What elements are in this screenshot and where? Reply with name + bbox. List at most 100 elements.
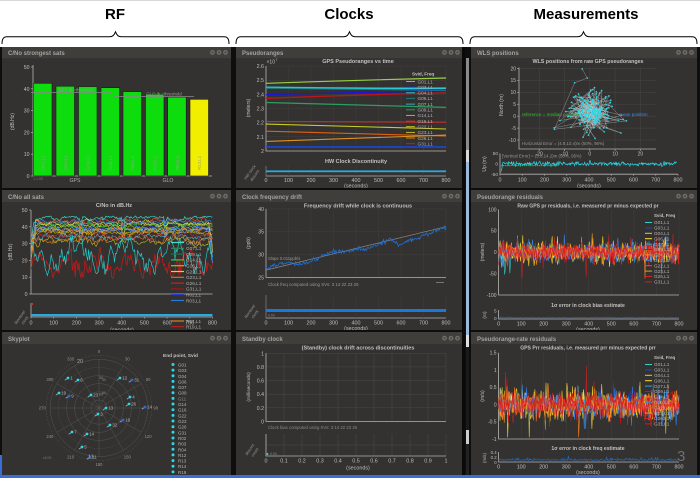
svg-text:10: 10 [510, 90, 516, 96]
svg-text:0: 0 [513, 114, 516, 120]
svg-text:20: 20 [22, 258, 28, 264]
svg-text:100: 100 [284, 178, 293, 184]
svg-text:100: 100 [284, 321, 293, 327]
svg-text:1σ error in clock freq estimat: 1σ error in clock freq estimate [551, 446, 624, 452]
svg-text:600: 600 [629, 178, 638, 184]
svg-text:500: 500 [607, 178, 616, 184]
svg-text:G01,L1: G01,L1 [654, 220, 670, 225]
svg-text:700: 700 [651, 178, 660, 184]
svg-text:1: 1 [445, 459, 448, 465]
svg-text:G23,L1: G23,L1 [654, 269, 670, 274]
svg-text:0: 0 [265, 459, 268, 465]
svg-text:0: 0 [261, 419, 264, 425]
svg-text:20: 20 [77, 359, 83, 365]
svg-text:(dB.Hz): (dB.Hz) [8, 243, 14, 260]
svg-text:90: 90 [153, 406, 158, 411]
svg-text:0.3: 0.3 [316, 459, 324, 465]
svg-text:2: 2 [261, 149, 264, 155]
svg-text:300: 300 [329, 321, 338, 327]
svg-text:G22,L1: G22,L1 [654, 405, 670, 410]
svg-text:G31,L1: G31,L1 [418, 142, 434, 147]
svg-text:GPS: GPS [70, 178, 81, 184]
svg-text:R13: R13 [178, 459, 187, 464]
svg-text:0: 0 [588, 152, 591, 158]
svg-text:10: 10 [22, 275, 28, 281]
svg-text:0: 0 [494, 460, 497, 465]
svg-text:G09: G09 [178, 391, 187, 396]
svg-text:count: count [250, 446, 260, 458]
svg-text:150: 150 [124, 455, 132, 460]
svg-text:G31,L1: G31,L1 [654, 422, 670, 427]
svg-text:200: 200 [539, 322, 548, 328]
svg-text:12: 12 [122, 376, 127, 381]
svg-text:2.1: 2.1 [257, 135, 264, 141]
svg-text:Horizontal Error = (4.9,10.4)m: Horizontal Error = (4.9,10.4)m (50%, 95%… [522, 141, 605, 146]
svg-text:400: 400 [352, 178, 361, 184]
svg-text:G03: G03 [178, 368, 187, 373]
svg-text:0: 0 [265, 321, 268, 327]
svg-text:G23,L1: G23,L1 [654, 411, 670, 416]
svg-text:800: 800 [442, 321, 451, 327]
svg-text:(seconds): (seconds) [344, 184, 368, 189]
svg-text:clock: clock [250, 309, 259, 319]
svg-text:0.4: 0.4 [334, 459, 342, 465]
svg-text:GPS Pseudoranges vs time: GPS Pseudoranges vs time [322, 59, 394, 65]
svg-text:40: 40 [258, 207, 264, 213]
svg-text:R19: R19 [178, 470, 187, 475]
svg-text:0: 0 [497, 322, 500, 328]
svg-text:14: 14 [147, 405, 152, 410]
svg-text:0.7: 0.7 [388, 459, 396, 465]
svg-text:100: 100 [517, 322, 526, 328]
svg-text:210: 210 [67, 455, 75, 460]
svg-text:11: 11 [88, 455, 94, 461]
svg-text:0: 0 [98, 349, 101, 354]
svg-text:0: 0 [27, 174, 30, 180]
svg-text:GLO th.=threshold: GLO th.=threshold [146, 91, 182, 96]
svg-text:Up (m): Up (m) [482, 156, 488, 172]
svg-text:R12: R12 [178, 453, 187, 458]
svg-text:G16: G16 [178, 408, 187, 413]
svg-text:G07,L1: G07,L1 [654, 384, 670, 389]
svg-text:G21,L1: G21,L1 [63, 155, 68, 170]
svg-text:400: 400 [584, 322, 593, 328]
svg-text:0.2: 0.2 [298, 459, 306, 465]
svg-text:G26,L1: G26,L1 [654, 274, 670, 279]
svg-text:120: 120 [145, 434, 153, 439]
svg-text:(seconds): (seconds) [346, 466, 370, 472]
svg-text:Slope 0.011ppb/s: Slope 0.011ppb/s [268, 256, 300, 261]
svg-text:R13,L1: R13,L1 [197, 155, 202, 170]
svg-text:G07,L1: G07,L1 [654, 242, 670, 247]
svg-text:End point, Svid: End point, Svid [163, 353, 198, 359]
svg-text:R12,L1: R12,L1 [153, 155, 158, 170]
svg-text:5: 5 [513, 102, 516, 108]
svg-text:400: 400 [584, 465, 593, 471]
svg-text:(seconds): (seconds) [577, 184, 601, 189]
svg-text:(milliseconds): (milliseconds) [246, 372, 252, 402]
svg-text:(dB.Hz): (dB.Hz) [10, 113, 16, 130]
svg-text:30: 30 [102, 378, 106, 382]
svg-text:reference = median position: reference = median position [522, 112, 579, 117]
svg-text:0.6: 0.6 [370, 459, 378, 465]
svg-text:11: 11 [92, 455, 97, 460]
svg-text:G25,L1: G25,L1 [108, 155, 113, 170]
svg-text:0: 0 [499, 178, 502, 184]
svg-text:700: 700 [185, 321, 194, 327]
svg-text:800: 800 [675, 322, 684, 328]
svg-text:G14: G14 [178, 402, 187, 407]
svg-text:R03: R03 [178, 442, 187, 447]
svg-text:600: 600 [629, 465, 638, 471]
svg-text:9: 9 [71, 394, 74, 399]
svg-text:-10: -10 [509, 138, 516, 144]
svg-text:0.9: 0.9 [424, 459, 432, 465]
svg-text:C/No strongest sats: C/No strongest sats [8, 51, 65, 57]
svg-text:2.4: 2.4 [257, 92, 264, 98]
svg-text:Clock freq computed using SVs:: Clock freq computed using SVs: 3 14 22 2… [268, 282, 359, 287]
svg-text:0.8: 0.8 [406, 459, 414, 465]
svg-text:G23: G23 [178, 419, 187, 424]
svg-text:WLS positions: WLS positions [477, 51, 519, 57]
svg-text:1: 1 [261, 351, 264, 357]
svg-text:30: 30 [22, 242, 28, 248]
svg-text:14: 14 [89, 432, 94, 437]
svg-text:Clock bias computed using SVs:: Clock bias computed using SVs: 3 14 22 2… [268, 425, 358, 430]
svg-text:0: 0 [494, 316, 497, 321]
